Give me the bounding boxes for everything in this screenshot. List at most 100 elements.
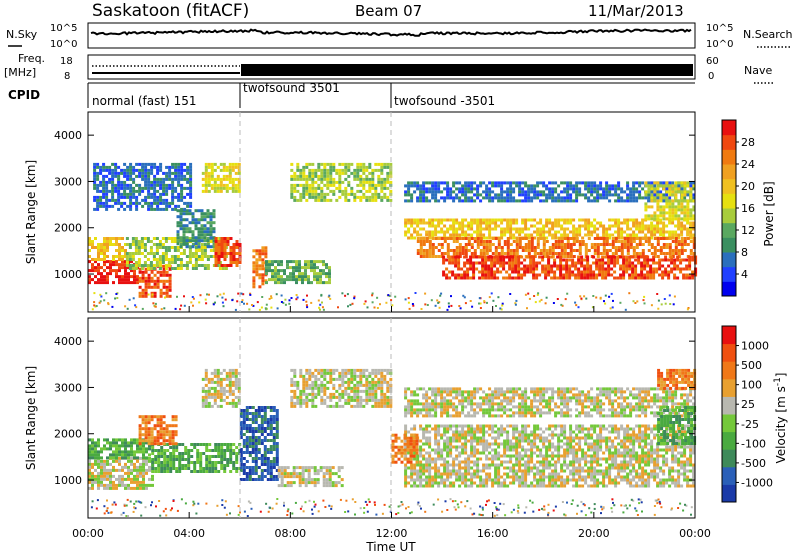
- power-cell-13: [640, 276, 644, 280]
- power-cell-14: [542, 181, 546, 185]
- power-near-range-echo: [436, 299, 439, 302]
- power-cell-3: [203, 255, 207, 258]
- nave-label: Nave: [744, 64, 772, 77]
- velocity-cell-4: [207, 392, 211, 396]
- power-cell-14: [632, 193, 636, 197]
- power-cell-5: [99, 198, 103, 202]
- velocity-cell-2: [190, 443, 194, 446]
- power-cell-9: [265, 269, 268, 273]
- power-cell-8: [255, 267, 259, 271]
- power-cell-10: [353, 177, 357, 181]
- velocity-cell-1: [136, 456, 139, 460]
- power-cell-13: [520, 276, 524, 280]
- power-cell-11: [428, 230, 432, 234]
- velocity-cell-5: [260, 454, 264, 457]
- power-cell-12: [551, 255, 555, 258]
- power-cell-13: [631, 264, 635, 268]
- power-cell-14: [590, 187, 594, 191]
- power-cell-4: [212, 215, 216, 219]
- power-cell-10: [308, 189, 312, 193]
- power-cell-5: [108, 171, 112, 175]
- velocity-cell-2: [199, 467, 203, 470]
- velocity-cell-3: [150, 418, 154, 422]
- power-cell-5: [162, 183, 166, 187]
- power-cell-5: [150, 168, 154, 172]
- power-cell-14: [413, 181, 417, 185]
- power-cell-12: [659, 249, 663, 252]
- power-cell-3: [164, 252, 168, 255]
- power-cell-12: [506, 243, 510, 246]
- power-cell-4: [185, 224, 189, 228]
- power-near-range-echo: [116, 297, 119, 299]
- power-cell-12: [599, 237, 603, 240]
- power-cell-3: [206, 237, 210, 240]
- power-cell-15: [656, 199, 660, 203]
- power-cell-5: [165, 183, 169, 187]
- power-cell-9: [283, 278, 286, 282]
- power-cell-11: [443, 233, 447, 237]
- velocity-cell-2: [157, 467, 161, 470]
- velocity-cell-0: [133, 474, 136, 478]
- power-cell-5: [150, 186, 154, 190]
- power-cell-11: [689, 230, 693, 234]
- velocity-cell-4: [213, 395, 217, 399]
- velocity-cell-4: [213, 371, 217, 375]
- power-cell-8: [255, 264, 259, 268]
- power-near-range-echo: [302, 298, 305, 301]
- power-cell-13: [481, 261, 485, 265]
- power-cell-14: [623, 199, 627, 203]
- power-cell-14: [638, 181, 642, 185]
- power-cell-11: [404, 218, 408, 222]
- power-cell-11: [446, 227, 450, 231]
- power-cell-10: [371, 198, 375, 202]
- power-cell-11: [437, 218, 441, 222]
- velocity-cell-4: [234, 380, 238, 384]
- power-cell-9: [328, 272, 331, 276]
- power-cell-12: [602, 252, 606, 255]
- power-cell-12: [659, 237, 663, 240]
- velocity-cell-2: [217, 446, 221, 449]
- power-cell-3: [197, 258, 201, 261]
- power-cell-5: [111, 186, 115, 190]
- power-cell-8: [261, 279, 265, 283]
- velocity-cell-2: [220, 449, 224, 452]
- power-cell-6: [219, 168, 223, 172]
- power-cell-5: [186, 168, 190, 172]
- velocity-cell-2: [175, 458, 179, 461]
- power-cell-5: [108, 168, 112, 172]
- power-cell-14: [512, 190, 516, 194]
- power-cell-5: [174, 207, 178, 211]
- power-cell-9: [295, 266, 298, 270]
- power-cell-11: [488, 224, 492, 228]
- power-cell-15: [671, 217, 675, 221]
- power-cell-11: [554, 236, 558, 240]
- power-cell-14: [689, 184, 693, 188]
- velocity-cell-0: [94, 462, 97, 466]
- power-cell-2: [118, 246, 121, 249]
- velocity-cell-5: [263, 412, 267, 415]
- velocity-cell-5: [272, 475, 276, 478]
- power-near-range-echo: [564, 298, 567, 301]
- power-cell-14: [509, 184, 513, 188]
- power-cell-12: [611, 246, 615, 249]
- power-cell-12: [656, 249, 660, 252]
- velocity-cell-2: [205, 467, 209, 470]
- power-cell-3: [143, 264, 147, 267]
- power-cell-5: [171, 177, 175, 181]
- power-cell-10: [326, 183, 330, 187]
- power-cell-14: [503, 199, 507, 203]
- power-near-range-echo: [276, 307, 279, 310]
- power-cell-2: [91, 240, 94, 243]
- power-cell-13: [619, 267, 623, 271]
- power-near-range-echo: [329, 297, 332, 300]
- velocity-cell-4: [204, 383, 208, 387]
- velocity-cell-2: [172, 455, 176, 458]
- power-cell-11: [584, 224, 588, 228]
- power-cell-10: [380, 186, 384, 190]
- velocity-cell-2: [214, 464, 218, 467]
- power-cell-14: [599, 196, 603, 200]
- power-cell-14: [647, 181, 651, 185]
- power-near-range-echo: [98, 301, 101, 304]
